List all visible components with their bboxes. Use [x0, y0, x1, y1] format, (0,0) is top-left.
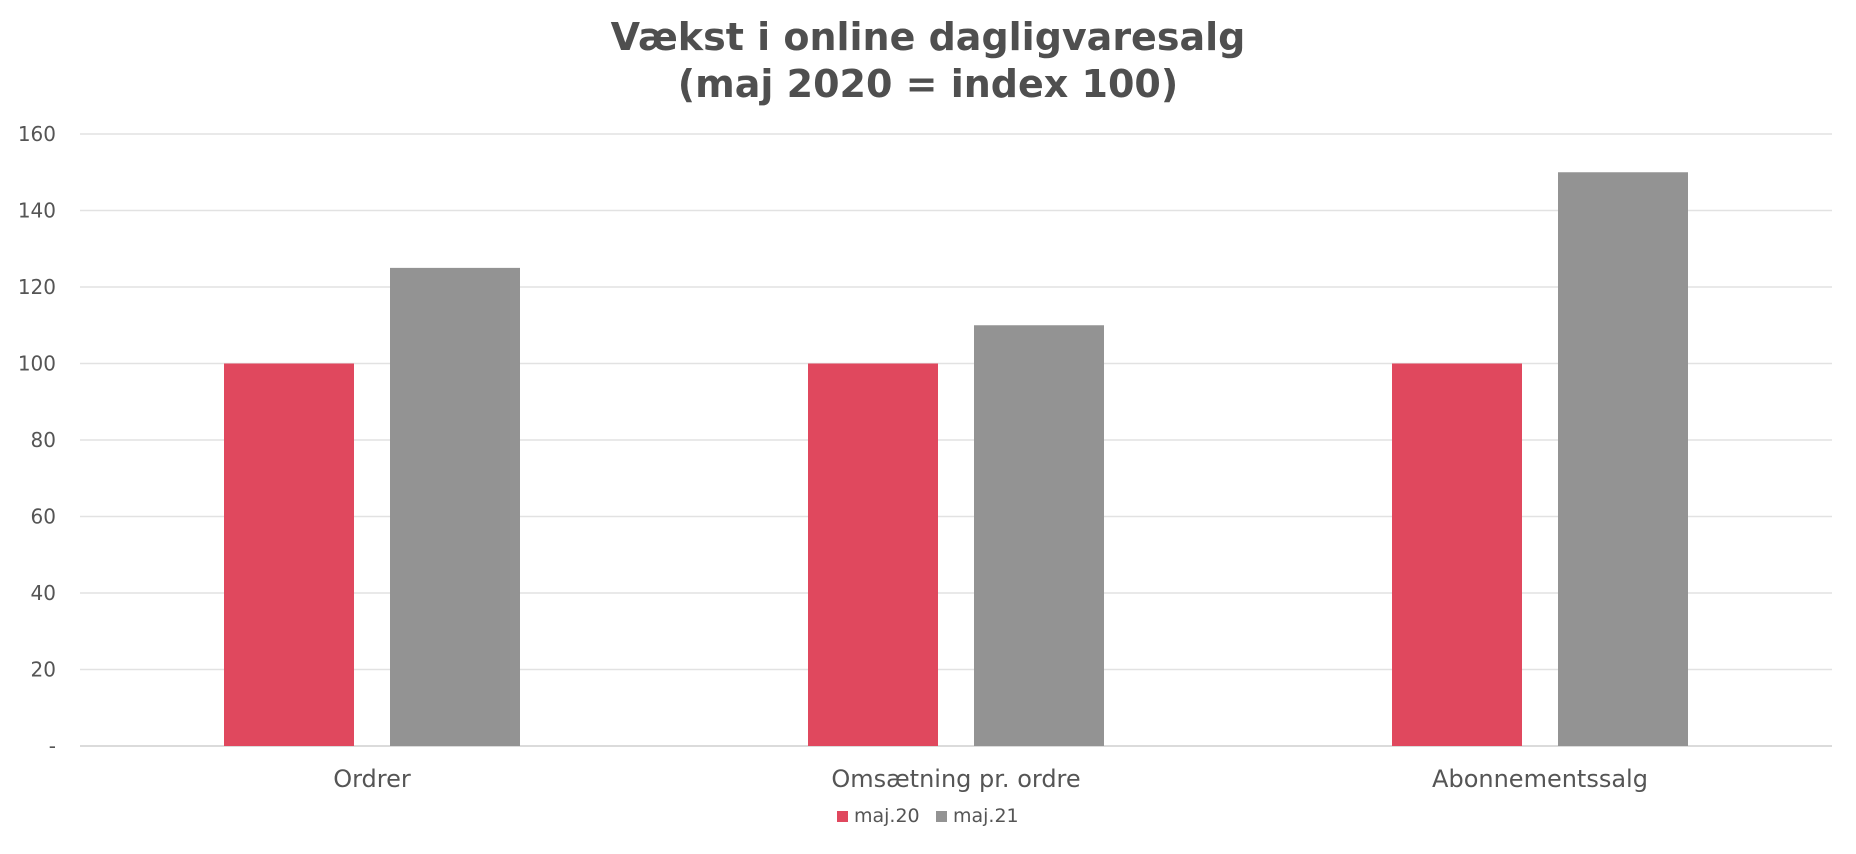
y-tick-label: 40	[31, 581, 56, 605]
y-tick-label: 60	[31, 505, 56, 529]
x-category-label: Abonnementssalg	[1432, 765, 1648, 793]
chart-title: Vækst i online dagligvaresalg (maj 2020 …	[0, 14, 1856, 108]
legend-label: maj.21	[953, 805, 1019, 827]
x-category-label: Ordrer	[333, 765, 411, 793]
y-tick-label: 120	[18, 275, 56, 299]
y-tick-label: 100	[18, 352, 56, 376]
bar-maj.20-Omsætning pr. ordre	[808, 363, 938, 746]
x-category-label: Omsætning pr. ordre	[831, 765, 1080, 793]
bar-maj.21-Ordrer	[390, 267, 520, 746]
y-tick-label: -	[49, 734, 56, 758]
bar-maj.20-Ordrer	[224, 363, 354, 746]
bar-maj.21-Abonnementssalg	[1558, 172, 1688, 746]
y-tick-label: 80	[31, 428, 56, 452]
bar-maj.21-Omsætning pr. ordre	[974, 325, 1104, 746]
y-tick-label: 20	[31, 658, 56, 682]
chart-title-line1: Vækst i online dagligvaresalg	[610, 15, 1246, 59]
legend-swatch	[837, 811, 848, 822]
legend-label: maj.20	[854, 805, 920, 827]
y-tick-label: 160	[18, 122, 56, 146]
y-tick-label: 140	[18, 199, 56, 223]
legend-swatch	[936, 811, 947, 822]
chart-subtitle: (maj 2020 = index 100)	[677, 62, 1179, 106]
bar-maj.20-Abonnementssalg	[1392, 363, 1522, 746]
